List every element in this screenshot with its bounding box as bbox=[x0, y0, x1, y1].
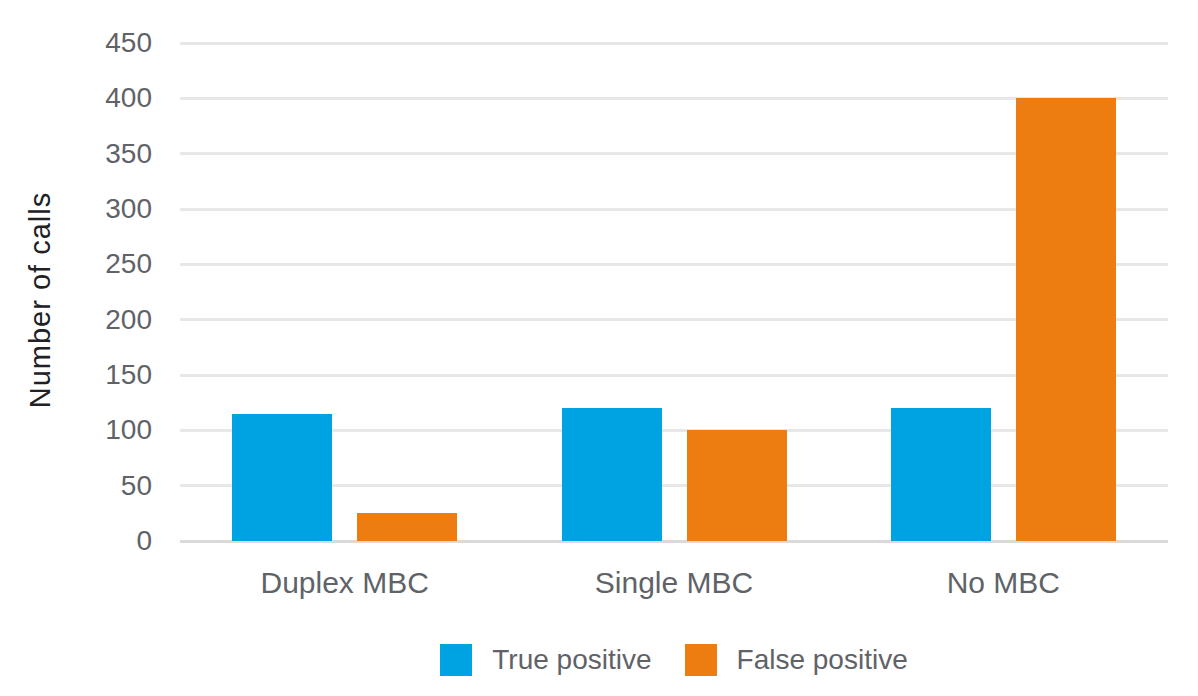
y-tick-label-0: 0 bbox=[136, 527, 152, 555]
bar-true-positive-single-mbc bbox=[562, 408, 662, 541]
plot-area bbox=[180, 43, 1168, 541]
y-tick-label-50: 50 bbox=[121, 472, 152, 500]
x-axis-label-no-mbc: No MBC bbox=[947, 566, 1060, 600]
legend-label-true-positive: True positive bbox=[492, 644, 651, 676]
x-axis-label-single-mbc: Single MBC bbox=[595, 566, 753, 600]
y-tick-label-400: 400 bbox=[105, 84, 152, 112]
y-tick-label-200: 200 bbox=[105, 306, 152, 334]
y-tick-label-150: 150 bbox=[105, 361, 152, 389]
x-axis-labels: Duplex MBC Single MBC No MBC bbox=[180, 566, 1168, 604]
bar-chart-figure: Number of calls 050100150200250300350400… bbox=[0, 0, 1198, 696]
legend-color-swatch-true-positive bbox=[440, 644, 472, 676]
legend-item-false-positive: False positive bbox=[685, 644, 908, 676]
bar-false-positive-single-mbc bbox=[687, 430, 787, 541]
bar-true-positive-duplex-mbc bbox=[232, 414, 332, 541]
gridline-y-450 bbox=[180, 42, 1168, 45]
y-tick-label-100: 100 bbox=[105, 416, 152, 444]
bar-false-positive-duplex-mbc bbox=[357, 513, 457, 541]
bar-false-positive-no-mbc bbox=[1016, 98, 1116, 541]
legend-item-true-positive: True positive bbox=[440, 644, 651, 676]
legend: True positive False positive bbox=[180, 644, 1168, 676]
legend-label-false-positive: False positive bbox=[737, 644, 908, 676]
y-tick-label-300: 300 bbox=[105, 195, 152, 223]
x-axis-label-duplex-mbc: Duplex MBC bbox=[260, 566, 428, 600]
bar-true-positive-no-mbc bbox=[891, 408, 991, 541]
y-tick-label-350: 350 bbox=[105, 140, 152, 168]
y-axis-tick-labels: 050100150200250300350400450 bbox=[0, 43, 152, 541]
legend-color-swatch-false-positive bbox=[685, 644, 717, 676]
y-tick-label-450: 450 bbox=[105, 29, 152, 57]
y-tick-label-250: 250 bbox=[105, 250, 152, 278]
